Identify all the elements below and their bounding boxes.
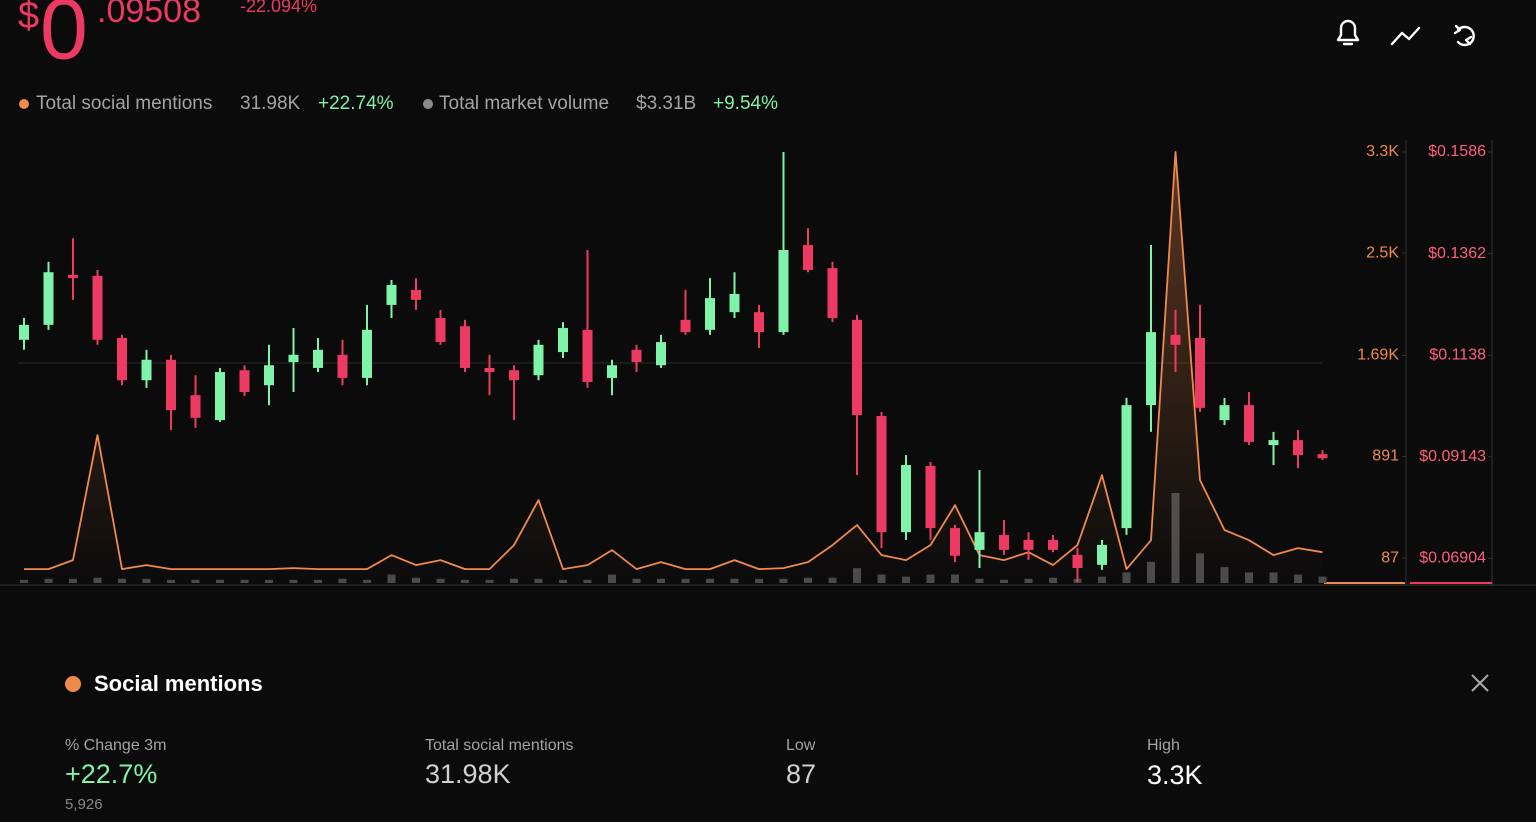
trend-icon[interactable] (1390, 26, 1421, 46)
mentions-line (24, 151, 1323, 570)
candle-body (582, 329, 593, 383)
close-button[interactable] (1471, 674, 1489, 692)
candle-body (484, 367, 495, 373)
legend-name: Total social mentions (36, 93, 212, 114)
stat-value: +22.7% (65, 759, 157, 789)
candle-body (92, 275, 103, 340)
y-tick-label: $0.1362 (1428, 245, 1486, 262)
candle-body (754, 312, 764, 333)
candle-body (1317, 454, 1328, 459)
candle-body (509, 370, 519, 381)
candle-body (239, 370, 250, 392)
candle-body (607, 365, 617, 378)
y2-tick-label: 2.5K (1366, 244, 1399, 261)
candle-body (337, 354, 348, 378)
candle-body (925, 465, 936, 529)
y2-tick-label: 87 (1381, 549, 1399, 566)
panel-dot (65, 676, 81, 692)
candle-body (999, 534, 1009, 550)
candle-body (19, 324, 29, 340)
y-tick-label: $0.09143 (1419, 448, 1486, 465)
candle-body (680, 319, 691, 333)
legend-change: +9.54% (713, 93, 778, 114)
candle-body (974, 532, 985, 550)
y-tick-label: $0.1586 (1428, 143, 1486, 160)
legend-change: +22.74% (318, 93, 394, 114)
candle-body (705, 298, 715, 330)
candle-body (1219, 405, 1230, 421)
bell-icon[interactable] (1336, 19, 1360, 46)
y-tick-label: $0.06904 (1419, 550, 1486, 567)
candle-body (43, 272, 54, 325)
candle-body (778, 249, 789, 333)
candle-body (68, 274, 78, 279)
y2-tick-label: 3.3K (1366, 143, 1399, 160)
candle-body (533, 344, 544, 376)
mentions-area (24, 152, 1323, 583)
candle-body (1048, 539, 1058, 550)
panel-title: Social mentions (94, 671, 263, 696)
candle-body (1121, 405, 1132, 529)
stat-value: 3.3K (1147, 760, 1203, 790)
share-icon[interactable] (1453, 24, 1475, 47)
candle-body (166, 359, 176, 411)
candle-body (215, 372, 225, 421)
stat-label: % Change 3m (65, 737, 166, 754)
candle-body (117, 338, 127, 381)
candle-body (313, 349, 323, 368)
y2-tick-label: 891 (1372, 448, 1399, 465)
candle-body (1146, 332, 1156, 406)
candle-body (1170, 334, 1181, 345)
candle-body (386, 284, 397, 305)
candle-body (460, 326, 470, 368)
stat-label: Low (786, 737, 816, 754)
candle-body (141, 359, 152, 381)
stat-value: 87 (786, 759, 816, 789)
legend-value: $3.31B (636, 93, 696, 114)
stat-value: 31.98K (425, 759, 511, 789)
legend-dot (423, 99, 433, 109)
candle-body (362, 329, 372, 378)
candle-body (1072, 554, 1083, 569)
candle-body (656, 342, 666, 366)
candle-body (264, 365, 274, 386)
candle-body (827, 268, 838, 319)
candle-body (1293, 440, 1303, 456)
stat-sub: 5,926 (65, 796, 103, 813)
candle-body (1268, 440, 1279, 446)
candle-body (876, 416, 887, 533)
legend-name: Total market volume (439, 93, 609, 114)
candle-body (803, 245, 813, 270)
candle-body (1195, 338, 1205, 408)
currency: $ (18, 0, 39, 37)
candle-body (950, 528, 960, 556)
y-tick-label: $0.1138 (1429, 346, 1486, 363)
candle-body (631, 349, 642, 363)
candle-body (1097, 544, 1107, 565)
candle-body (1023, 539, 1034, 550)
price-change: -22.094% (240, 0, 317, 16)
candle-body (558, 328, 568, 353)
candle-body (411, 289, 421, 300)
legend-value: 31.98K (240, 93, 301, 114)
stat-label: High (1147, 737, 1180, 754)
plot: $0.1586 $0.1362 $0.1138 $0.09143 $0.06904 3.3… (19, 143, 1492, 583)
candle-body (190, 395, 201, 418)
candle-body (435, 318, 446, 343)
y2-tick-label: 1.69K (1357, 347, 1399, 364)
price-int: 0 (40, 0, 88, 78)
price-dec: .09508 (97, 0, 201, 30)
candle-body (901, 465, 911, 533)
candle-body (852, 319, 862, 416)
stat-label: Total social mentions (425, 737, 574, 754)
candle-body (1244, 405, 1254, 442)
legend-dot (19, 99, 29, 109)
candle-body (288, 354, 299, 363)
candle-body (729, 294, 740, 313)
